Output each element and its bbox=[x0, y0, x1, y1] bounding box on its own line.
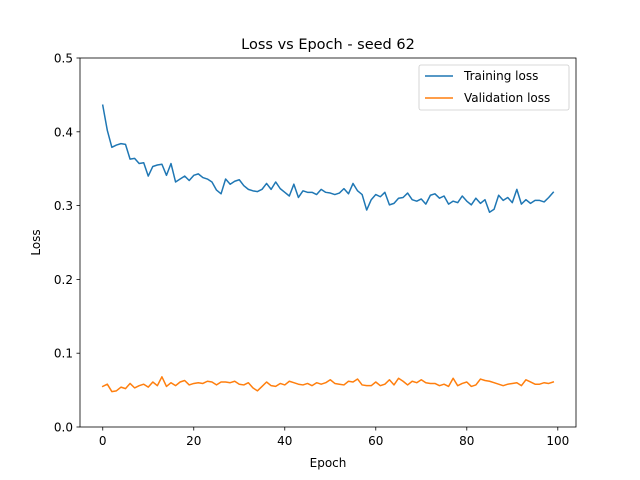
y-tick-label: 0.0 bbox=[54, 421, 73, 435]
y-axis-label: Loss bbox=[29, 229, 43, 255]
y-tick-label: 0.1 bbox=[54, 347, 73, 361]
x-tick-label: 20 bbox=[186, 434, 201, 448]
legend-label-validation-loss: Validation loss bbox=[464, 91, 550, 105]
y-tick-label: 0.2 bbox=[54, 273, 73, 287]
y-tick-label: 0.5 bbox=[54, 52, 73, 66]
y-tick-label: 0.3 bbox=[54, 199, 73, 213]
x-tick-label: 80 bbox=[459, 434, 474, 448]
x-tick-label: 60 bbox=[368, 434, 383, 448]
axis-ticks: 0 20 40 60 80 100 0.0 0.1 0.2 0.3 0.4 0.5 bbox=[54, 52, 569, 449]
x-tick-label: 40 bbox=[277, 434, 292, 448]
chart-title: Loss vs Epoch - seed 62 bbox=[241, 37, 415, 53]
legend: Training loss Validation loss bbox=[418, 64, 570, 111]
x-tick-label: 100 bbox=[546, 434, 569, 448]
legend-box bbox=[418, 64, 570, 111]
series-line-validation-loss bbox=[101, 376, 555, 393]
series-line-training-loss bbox=[101, 104, 555, 213]
x-axis-label: Epoch bbox=[310, 456, 347, 470]
x-tick-label: 0 bbox=[99, 434, 107, 448]
legend-label-training-loss: Training loss bbox=[463, 69, 538, 83]
axes-frame bbox=[79, 57, 577, 428]
y-tick-label: 0.4 bbox=[54, 125, 73, 139]
plot-area bbox=[101, 104, 555, 393]
